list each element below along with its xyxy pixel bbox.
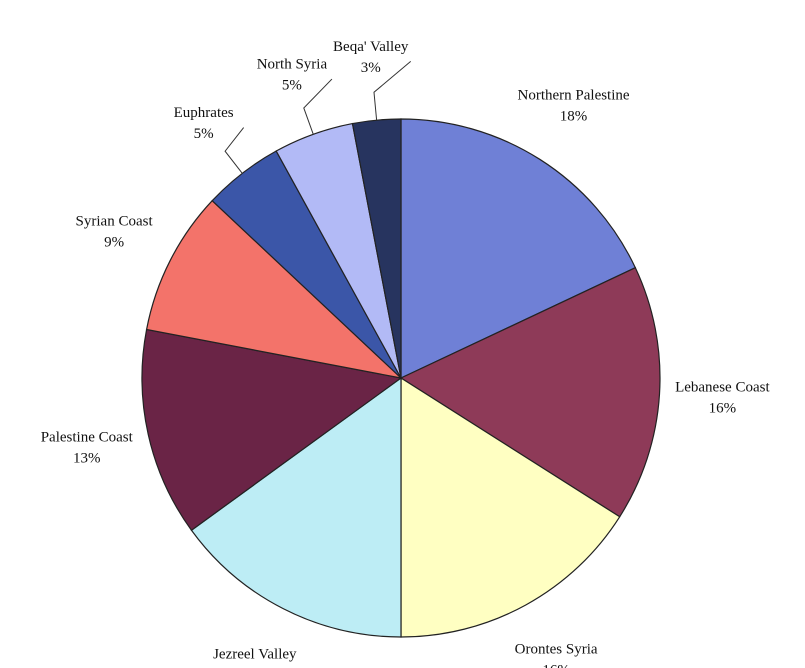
slice-label: Beqa' Valley xyxy=(333,39,409,55)
pie-slice xyxy=(400,118,637,379)
pie-slice xyxy=(400,376,621,638)
leader-line xyxy=(373,61,412,121)
slice-label: Syrian Coast xyxy=(76,213,154,229)
slice-value-label: 3% xyxy=(361,60,381,76)
pie-slice xyxy=(351,118,402,379)
slice-label: Euphrates xyxy=(174,105,234,121)
slice-value-label: 16% xyxy=(709,401,737,417)
slice-label: Jezreel Valley xyxy=(213,646,297,662)
pie-slice xyxy=(190,376,402,638)
slice-label: Palestine Coast xyxy=(41,430,134,446)
pie-slice xyxy=(399,266,661,518)
slice-value-label: 5% xyxy=(282,77,302,93)
slice-value-label: 18% xyxy=(560,109,588,125)
pie-slice xyxy=(141,328,403,532)
slice-label: Orontes Syria xyxy=(515,642,598,658)
slice-value-label: 13% xyxy=(73,451,101,467)
pie-slice xyxy=(145,199,403,379)
leader-line xyxy=(224,127,245,174)
slice-label: North Syria xyxy=(257,56,328,72)
slice-label: Lebanese Coast xyxy=(675,380,770,396)
slice-value-label: 5% xyxy=(194,126,214,142)
slice-value-label: 9% xyxy=(104,234,124,250)
leader-line xyxy=(303,78,333,135)
slice-value-label: 16% xyxy=(542,663,570,668)
slice-label: Northern Palestine xyxy=(518,88,630,104)
